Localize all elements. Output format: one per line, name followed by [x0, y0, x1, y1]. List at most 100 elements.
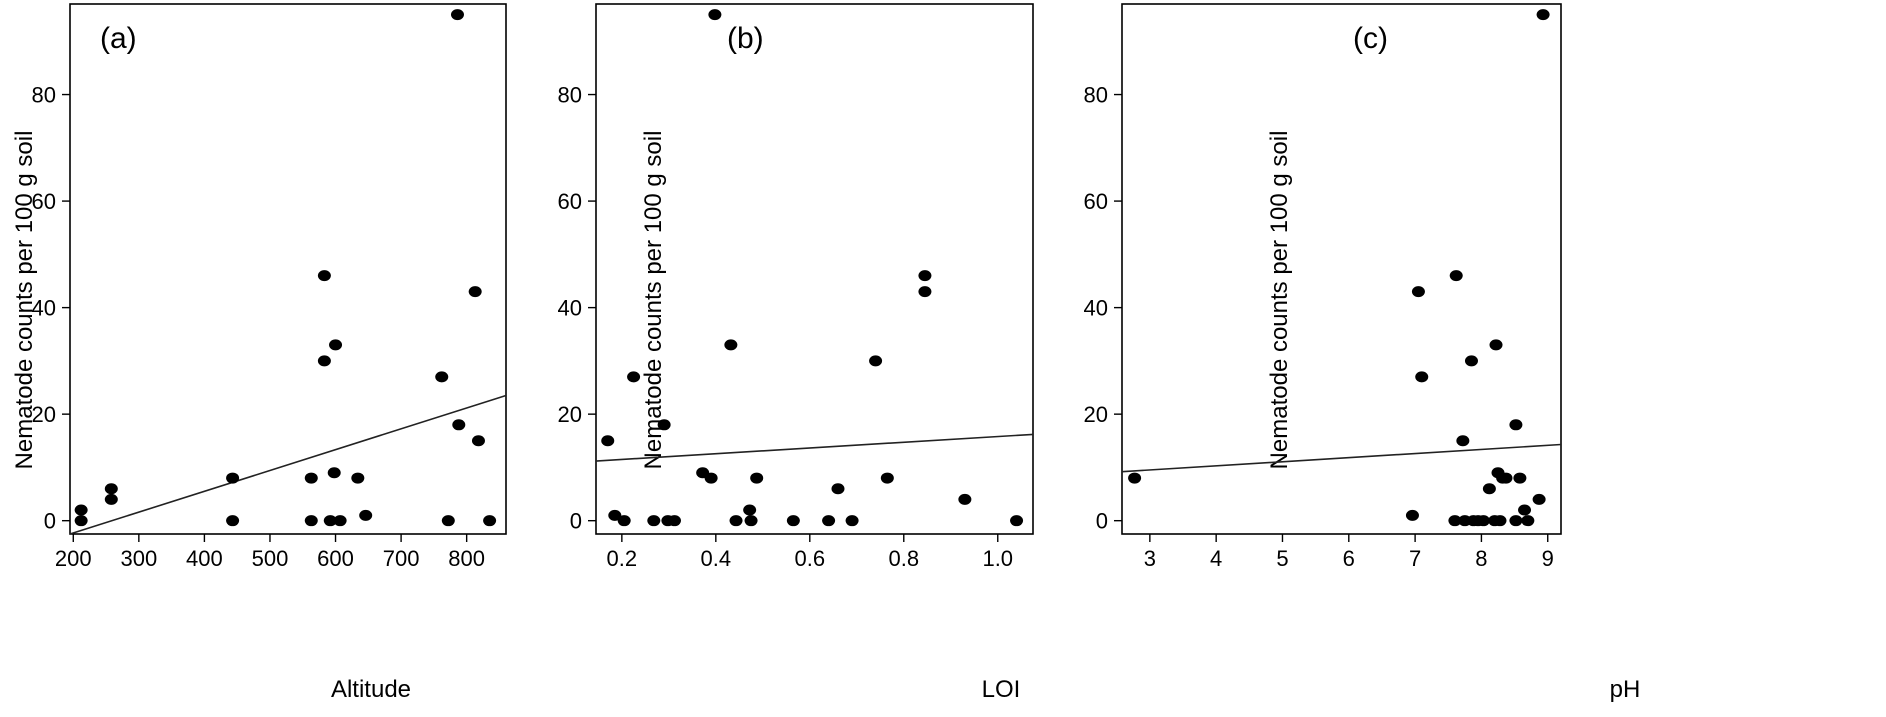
data-point — [1532, 493, 1546, 505]
x-tick-label: 5 — [1276, 546, 1288, 571]
data-point — [329, 339, 343, 351]
plot-frame — [69, 3, 507, 535]
y-tick-label: 20 — [32, 402, 56, 427]
data-point — [1509, 419, 1523, 431]
y-axis-label: Nematode counts per 100 g soil — [1266, 131, 1293, 470]
data-point — [1464, 355, 1478, 367]
x-tick-label: 4 — [1210, 546, 1222, 571]
data-point — [1499, 472, 1513, 484]
data-point — [750, 472, 764, 484]
x-tick-label: 600 — [317, 546, 354, 571]
x-tick-label: 0.8 — [888, 546, 919, 571]
panel-a: (a) Altitude Nematode counts per 100 g s… — [11, 3, 507, 703]
data-point — [1448, 515, 1462, 527]
data-point — [333, 515, 347, 527]
data-point — [743, 504, 757, 516]
data-point — [1405, 509, 1419, 521]
y-tick-label: 80 — [558, 83, 582, 108]
data-point — [304, 472, 318, 484]
regression-line — [1121, 443, 1562, 473]
data-point — [704, 472, 718, 484]
x-tick-label: 9 — [1542, 546, 1554, 571]
data-point — [351, 472, 365, 484]
data-point — [1128, 472, 1142, 484]
data-point — [1509, 515, 1523, 527]
data-point — [317, 355, 331, 367]
data-point — [786, 515, 800, 527]
x-tick-label: 1.0 — [982, 546, 1013, 571]
data-point — [104, 483, 118, 495]
y-tick-label: 0 — [1096, 509, 1108, 534]
x-tick-label: 800 — [448, 546, 485, 571]
data-point — [647, 515, 661, 527]
plot-frame — [595, 3, 1034, 535]
y-tick-label: 80 — [1084, 83, 1108, 108]
data-point — [1411, 286, 1425, 298]
x-axis-label: pH — [1610, 676, 1641, 703]
data-point — [958, 493, 972, 505]
data-point — [441, 515, 455, 527]
data-point — [729, 515, 743, 527]
data-point — [869, 355, 883, 367]
data-point — [627, 371, 641, 383]
data-point — [657, 419, 671, 431]
data-point — [1536, 9, 1550, 21]
data-point — [450, 9, 464, 21]
y-tick-label: 60 — [32, 189, 56, 214]
data-point — [1449, 270, 1463, 282]
data-point — [74, 515, 88, 527]
data-point — [918, 270, 932, 282]
data-point — [1476, 515, 1490, 527]
data-point — [845, 515, 859, 527]
data-point — [1415, 371, 1429, 383]
data-point — [708, 9, 722, 21]
y-tick-label: 0 — [570, 509, 582, 534]
data-point — [831, 483, 845, 495]
data-point — [1456, 435, 1470, 447]
data-point — [327, 467, 341, 479]
data-point — [226, 472, 240, 484]
data-point — [317, 270, 331, 282]
y-tick-label: 80 — [32, 83, 56, 108]
data-point — [1521, 515, 1535, 527]
data-point — [822, 515, 836, 527]
y-axis-label: Nematode counts per 100 g soil — [640, 131, 667, 470]
data-point — [667, 515, 681, 527]
data-point — [471, 435, 485, 447]
x-tick-label: 7 — [1409, 546, 1421, 571]
x-tick-label: 200 — [55, 546, 92, 571]
data-point — [323, 515, 337, 527]
x-tick-label: 0.6 — [795, 546, 826, 571]
x-tick-label: 6 — [1343, 546, 1355, 571]
y-axis-label: Nematode counts per 100 g soil — [11, 131, 38, 470]
data-point — [1489, 339, 1503, 351]
x-axis-label: Altitude — [331, 676, 411, 703]
plot-frame — [1121, 3, 1562, 535]
data-point — [74, 504, 88, 516]
y-tick-label: 40 — [32, 296, 56, 321]
regression-line — [595, 433, 1034, 462]
data-point — [359, 509, 373, 521]
data-point — [744, 515, 758, 527]
y-tick-label: 40 — [1084, 296, 1108, 321]
y-tick-label: 40 — [558, 296, 582, 321]
x-tick-label: 3 — [1144, 546, 1156, 571]
regression-line — [69, 394, 507, 535]
x-tick-label: 400 — [186, 546, 223, 571]
data-point — [617, 515, 631, 527]
data-point — [468, 286, 482, 298]
data-point — [1482, 483, 1496, 495]
data-point — [601, 435, 615, 447]
data-point — [1010, 515, 1024, 527]
x-tick-label: 0.4 — [701, 546, 732, 571]
x-tick-label: 300 — [120, 546, 157, 571]
data-point — [1518, 504, 1532, 516]
y-tick-label: 20 — [558, 402, 582, 427]
data-point — [452, 419, 466, 431]
x-axis-label: LOI — [982, 676, 1021, 703]
data-point — [226, 515, 240, 527]
data-point — [608, 509, 622, 521]
data-point — [918, 286, 932, 298]
y-tick-label: 60 — [558, 189, 582, 214]
data-point — [1493, 515, 1507, 527]
